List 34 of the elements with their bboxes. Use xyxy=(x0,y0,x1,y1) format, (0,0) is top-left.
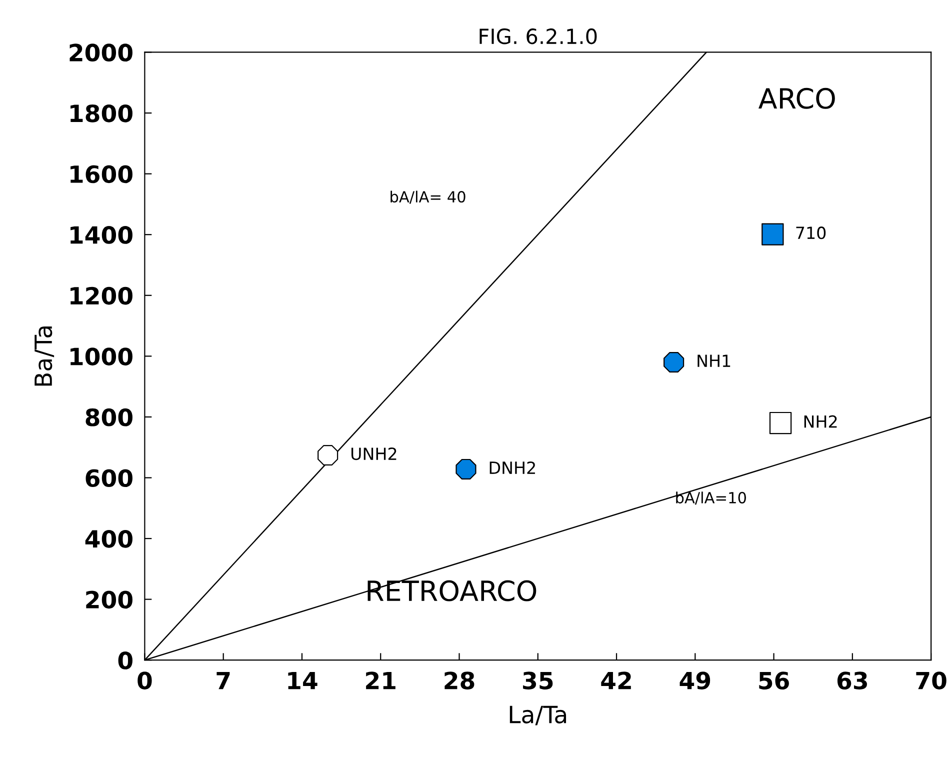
x-tick-label: 0 xyxy=(138,672,152,690)
y-tick-label: 200 xyxy=(86,590,132,609)
annotation: NH2 xyxy=(804,415,837,428)
x-tick-label: 49 xyxy=(680,672,710,690)
x-tick-label: 7 xyxy=(216,672,230,690)
y-axis-title: Ba/Ta xyxy=(34,326,54,386)
y-tick-label: 2000 xyxy=(70,44,132,62)
chart-title: FIG. 6.2.1.0 xyxy=(480,28,597,44)
x-tick-label: 63 xyxy=(837,672,867,690)
annotation: RETROARCO xyxy=(368,580,536,602)
x-tick-label: 42 xyxy=(601,672,631,690)
annotation: NH1 xyxy=(698,354,730,367)
x-axis-title: La/Ta xyxy=(510,706,566,726)
y-tick-label: 1400 xyxy=(70,226,132,244)
y-tick-label: 1000 xyxy=(70,348,132,366)
y-tick-label: 1200 xyxy=(70,286,132,305)
y-tick-label: 400 xyxy=(85,530,132,548)
x-tick-label: 28 xyxy=(444,672,474,690)
x-tick-label: 14 xyxy=(288,672,318,690)
annotation: UNH2 xyxy=(351,447,396,460)
y-tick-label: 1600 xyxy=(70,165,132,184)
y-tick-label: 0 xyxy=(118,652,132,670)
y-tick-label: 800 xyxy=(86,408,132,426)
annotation: bA/lA= 40 xyxy=(390,190,466,204)
y-tick-label: 1800 xyxy=(70,104,132,122)
annotation: DNH2 xyxy=(490,461,535,474)
y-tick-label: 600 xyxy=(86,469,132,488)
x-tick-label: 70 xyxy=(916,672,946,690)
x-tick-label: 35 xyxy=(523,672,553,690)
x-tick-label: 56 xyxy=(759,672,789,690)
x-tick-label: 21 xyxy=(366,672,396,690)
annotation: 710 xyxy=(796,226,826,240)
annotation: ARCO xyxy=(758,88,835,109)
annotation: bA/lA=10 xyxy=(676,492,746,505)
